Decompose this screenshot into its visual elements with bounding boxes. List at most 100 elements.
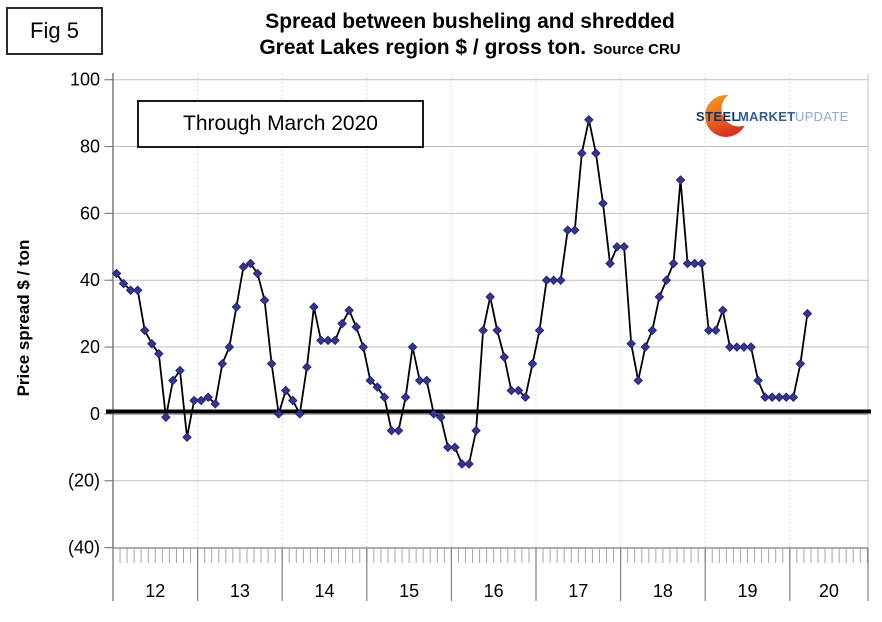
data-point-marker: [541, 275, 552, 285]
y-tick-label: 100: [70, 70, 100, 90]
data-point-marker: [781, 392, 792, 402]
data-point-marker: [534, 325, 545, 336]
data-point-marker: [802, 308, 813, 319]
data-point-marker: [365, 375, 376, 386]
logo-word-market: MARKET: [738, 109, 795, 124]
data-point-marker: [767, 392, 777, 402]
data-point-marker: [196, 395, 206, 406]
data-point-marker: [330, 335, 340, 346]
x-year-label: 12: [145, 581, 165, 601]
data-point-marker: [788, 392, 799, 402]
data-point-marker: [584, 115, 594, 125]
data-point-marker: [562, 225, 573, 235]
data-point-marker: [429, 409, 439, 419]
data-point-marker: [739, 342, 749, 352]
y-tick-label: (40): [68, 538, 100, 558]
x-year-label: 17: [568, 581, 588, 601]
data-point-marker: [400, 392, 411, 402]
data-point-marker: [421, 375, 432, 386]
y-tick-label: 80: [80, 137, 100, 157]
data-point-marker: [316, 335, 326, 346]
vertical-gridlines: [197, 74, 869, 548]
data-point-marker: [732, 342, 742, 352]
x-year-label: 20: [819, 581, 839, 601]
data-point-marker: [555, 275, 566, 285]
data-point-marker: [323, 335, 333, 346]
data-point-marker: [118, 278, 129, 289]
data-point-marker: [111, 268, 122, 279]
data-point-marker: [711, 325, 721, 336]
data-point-marker: [506, 385, 517, 396]
data-point-marker: [795, 359, 806, 369]
annotation-text: Through March 2020: [183, 112, 378, 135]
y-axis-ticks: 100 80 60 40 20 0 (20) (40): [68, 70, 113, 558]
y-tick-label: 60: [80, 203, 100, 223]
data-point-marker: [407, 342, 418, 352]
data-point-marker: [210, 399, 220, 409]
data-point-marker: [612, 242, 622, 252]
data-point-marker: [168, 375, 178, 386]
logo-word-steel: STEEL: [696, 109, 740, 124]
data-point-marker: [774, 392, 784, 402]
data-point-marker: [132, 285, 143, 296]
data-point-marker: [626, 338, 636, 349]
data-point-marker: [492, 325, 502, 336]
data-point-marker: [224, 342, 235, 352]
data-point-marker: [598, 198, 608, 209]
data-points: [111, 115, 813, 469]
data-point-marker: [478, 325, 488, 336]
data-point-marker: [161, 412, 171, 423]
data-point-marker: [217, 359, 228, 369]
data-point-marker: [520, 392, 531, 402]
y-tick-label: 40: [80, 270, 100, 290]
data-point-marker: [443, 442, 453, 453]
chart-source-note: Source CRU: [593, 41, 681, 59]
data-point-marker: [203, 392, 213, 402]
data-point-marker: [175, 365, 185, 376]
data-point-marker: [668, 258, 679, 269]
data-point-marker: [344, 305, 354, 316]
data-point-marker: [499, 352, 510, 362]
data-point-marker: [682, 258, 693, 269]
steel-market-update-logo: STEEL MARKET UPDATE: [696, 91, 849, 137]
data-point-marker: [147, 338, 157, 349]
data-point-marker: [633, 375, 643, 386]
data-point-marker: [703, 325, 714, 336]
data-point-marker: [252, 268, 263, 279]
x-axis-years: 12 13 14 15 16 17 18 19 20: [112, 548, 869, 601]
axes: [112, 73, 868, 601]
data-point-marker: [436, 412, 446, 423]
x-year-label: 19: [737, 581, 757, 601]
chart-title-line2: Great Lakes region $ / gross ton. Source …: [58, 35, 882, 61]
data-point-marker: [760, 392, 770, 402]
data-point-marker: [379, 392, 390, 402]
data-point-marker: [471, 425, 481, 436]
x-year-label: 15: [399, 581, 419, 601]
x-year-label: 14: [314, 581, 334, 601]
data-point-marker: [591, 148, 601, 158]
data-point-marker: [450, 442, 460, 453]
data-point-marker: [464, 459, 474, 469]
figure-label-box: Fig 5: [6, 7, 103, 55]
data-point-marker: [238, 262, 249, 272]
data-point-marker: [718, 305, 728, 316]
x-year-label: 18: [653, 581, 673, 601]
data-point-marker: [527, 359, 538, 369]
data-point-marker: [259, 295, 270, 306]
data-point-marker: [570, 225, 580, 235]
data-point-marker: [182, 432, 192, 443]
data-point-marker: [273, 409, 284, 419]
data-point-marker: [654, 292, 665, 302]
data-point-marker: [125, 285, 136, 296]
data-point-marker: [393, 425, 404, 436]
logo-word-update: UPDATE: [795, 109, 849, 124]
data-point-marker: [457, 459, 467, 469]
data-point-marker: [696, 258, 707, 269]
data-point-marker: [372, 382, 383, 392]
data-point-marker: [231, 302, 242, 312]
y-tick-label: 0: [90, 404, 100, 424]
data-point-marker: [189, 395, 199, 406]
data-point-marker: [689, 258, 700, 269]
